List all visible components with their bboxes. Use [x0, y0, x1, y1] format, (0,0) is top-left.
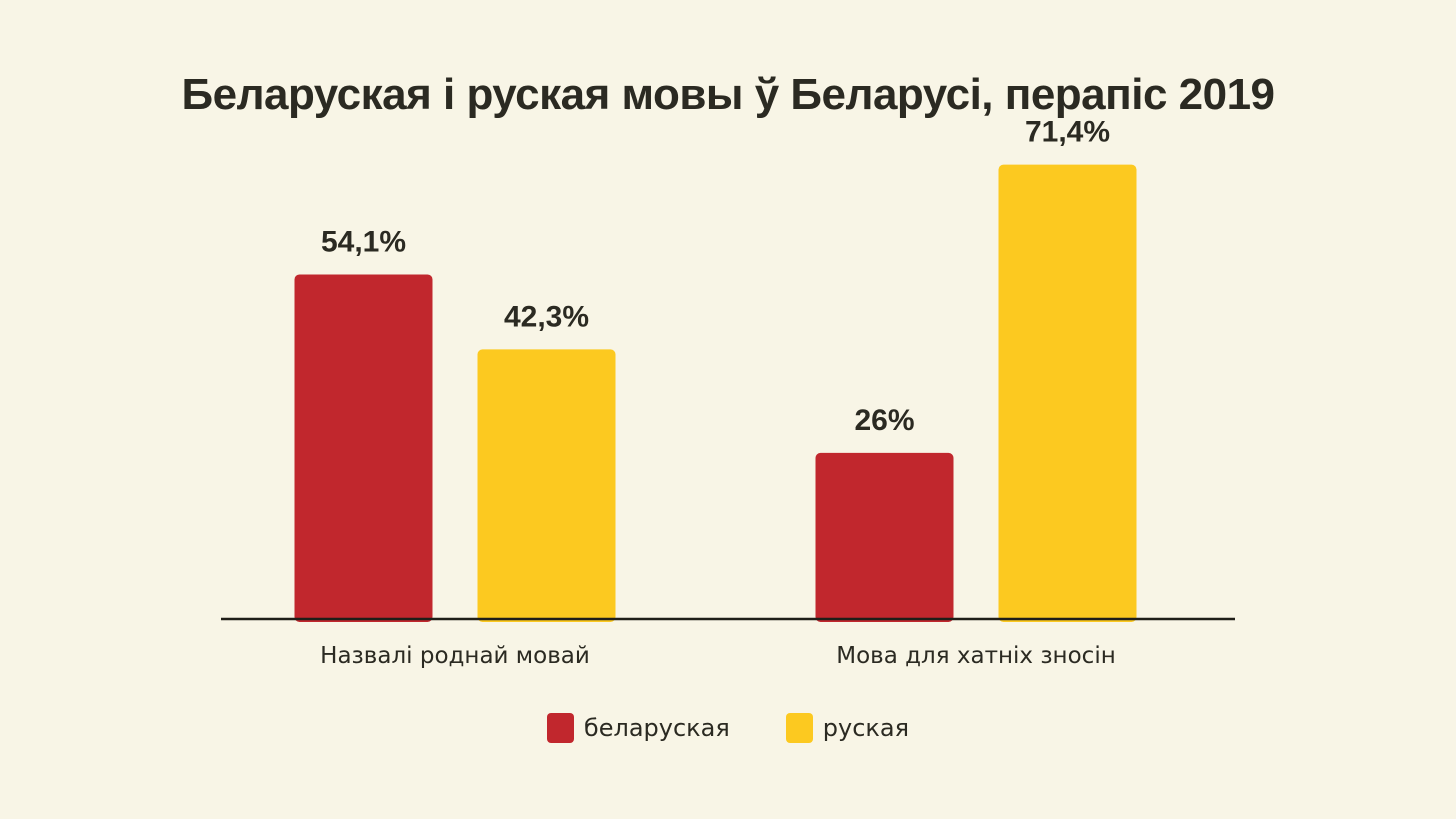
- legend-swatch-belarusian: [546, 713, 574, 743]
- legend-label-belarusian: беларуская: [583, 714, 730, 742]
- data-label-russian-2: 71,4%: [1025, 116, 1110, 149]
- legend-item-belarusian: беларуская: [546, 713, 730, 743]
- data-label-belarusian-1: 54,1%: [321, 225, 406, 258]
- bar-russian-1: [477, 349, 616, 622]
- category-label-1: Назвалі роднай мовай: [320, 643, 590, 669]
- category-label-2: Мова для хатніх зносін: [836, 643, 1116, 669]
- legend: беларуская руская: [0, 713, 1456, 743]
- data-label-belarusian-2: 26%: [854, 404, 914, 437]
- bar-belarusian-2: [815, 452, 954, 622]
- bar-russian-2: [998, 164, 1137, 623]
- chart-title: Беларуская і руская мовы ў Беларусі, пер…: [181, 70, 1275, 119]
- data-label-russian-1: 42,3%: [504, 300, 589, 333]
- legend-swatch-russian: [785, 713, 813, 743]
- legend-item-russian: руская: [785, 713, 910, 743]
- bar-belarusian-1: [294, 274, 433, 622]
- legend-label-russian: руская: [822, 714, 910, 742]
